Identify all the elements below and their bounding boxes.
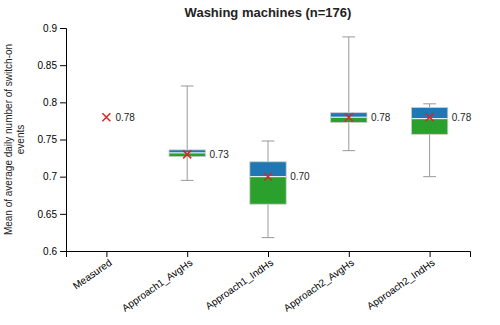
whisker-high <box>348 37 349 113</box>
whisker-cap-low <box>181 180 194 181</box>
x-tick-label: Approach2_AvgHs <box>282 257 356 314</box>
measured-marker <box>102 113 110 121</box>
whisker-low <box>348 122 349 150</box>
box-lower <box>411 119 447 135</box>
y-tick-mark <box>60 28 66 29</box>
box-upper <box>169 150 205 153</box>
whisker-cap-high <box>181 85 194 86</box>
x-tick-mark <box>106 251 107 257</box>
mean-label: 0.78 <box>452 112 472 123</box>
mean-label: 0.78 <box>371 112 391 123</box>
y-tick-label: 0.75 <box>38 134 58 145</box>
x-tick: Approach1_AvgHs <box>120 251 194 314</box>
whisker-cap-low <box>423 176 436 177</box>
chart: 0.60.650.70.750.80.850.9MeasuredApproach… <box>0 0 500 325</box>
y-tick-mark <box>60 177 66 178</box>
mean-marker <box>183 150 191 158</box>
y-axis: 0.6 0.65 0.7 0.75 0.8 0.85 0.9 <box>38 23 67 257</box>
y-tick-mark <box>60 65 66 66</box>
x-tick-label: Measured <box>71 257 114 292</box>
mean-labels: 0.78 0.73 0.70 0.78 0.78 <box>115 112 471 182</box>
box <box>411 104 447 177</box>
title: Washing machines (n=176) <box>185 5 352 20</box>
mean-marker <box>426 113 434 121</box>
mean-marker <box>264 173 272 181</box>
whisker-high <box>268 141 269 162</box>
y-tick-label: 0.9 <box>43 23 57 34</box>
x-tick-label: Approach1_AvgHs <box>120 257 194 314</box>
y-tick: 0.8 <box>43 97 66 108</box>
y-tick: 0.65 <box>38 209 66 220</box>
x-tick-mark <box>268 251 269 257</box>
box <box>169 86 205 180</box>
x-tick-mark <box>187 251 188 257</box>
box-border <box>169 150 205 157</box>
x-tick-mark <box>349 251 350 257</box>
y-tick-mark <box>60 251 66 252</box>
y-tick-mark <box>60 140 66 141</box>
y-tick-label: 0.6 <box>43 246 57 257</box>
y-tick: 0.75 <box>38 134 66 145</box>
y-tick: 0.9 <box>43 23 66 34</box>
x-axis-line <box>67 252 471 258</box>
whisker-low <box>429 134 430 176</box>
box-upper <box>250 162 286 177</box>
x-tick: Approach2_AvgHs <box>282 251 356 314</box>
y-axis-label-line: Mean of average daily number of switch-o… <box>3 44 14 235</box>
y-axis-label-line: events <box>15 125 26 154</box>
y-tick-label: 0.7 <box>43 171 57 182</box>
x-tick: Approach1_IndHs <box>203 251 275 312</box>
whisker-low <box>187 157 188 181</box>
marks <box>102 37 447 238</box>
y-tick: 0.6 <box>43 246 66 257</box>
whisker-high <box>187 86 188 150</box>
whisker-low <box>268 204 269 237</box>
y-tick-label: 0.8 <box>43 97 57 108</box>
y-axis-line <box>60 29 67 252</box>
mean-label: 0.70 <box>290 171 310 182</box>
whisker-high <box>429 104 430 108</box>
box-border <box>250 162 286 204</box>
whisker-cap-high <box>342 36 355 37</box>
median-line <box>169 152 205 153</box>
whisker-cap-low <box>342 150 355 151</box>
y-tick: 0.85 <box>38 60 66 71</box>
x-tick-label: Approach2_IndHs <box>365 257 437 312</box>
whisker-cap-low <box>262 237 275 238</box>
y-tick-label: 0.85 <box>38 60 58 71</box>
y-axis-label: Mean of average daily number of switch-o… <box>3 44 26 235</box>
whisker-cap-high <box>262 140 275 141</box>
whisker-cap-high <box>423 103 436 104</box>
y-tick: 0.7 <box>43 171 66 182</box>
box-border <box>331 113 367 123</box>
measured-label: 0.78 <box>115 112 135 123</box>
x-tick: Approach2_IndHs <box>365 251 437 312</box>
y-tick-label: 0.65 <box>38 209 58 220</box>
x-tick-mark <box>430 251 431 257</box>
y-tick-mark <box>60 214 66 215</box>
x-tick: Measured <box>71 251 114 291</box>
mean-label: 0.73 <box>209 149 229 160</box>
plot: 0.60.650.70.750.80.850.9MeasuredApproach… <box>38 23 472 314</box>
box-lower <box>250 177 286 205</box>
mean-marker <box>345 113 353 121</box>
median-line <box>411 118 447 119</box>
point-group <box>102 113 110 121</box>
box <box>250 141 286 238</box>
y-tick-mark <box>60 102 66 103</box>
box <box>331 37 367 151</box>
x-tick-label: Approach1_IndHs <box>203 257 275 312</box>
box-border <box>411 108 447 135</box>
x-axis: MeasuredApproach1_AvgHsApproach1_IndHsAp… <box>67 251 471 314</box>
